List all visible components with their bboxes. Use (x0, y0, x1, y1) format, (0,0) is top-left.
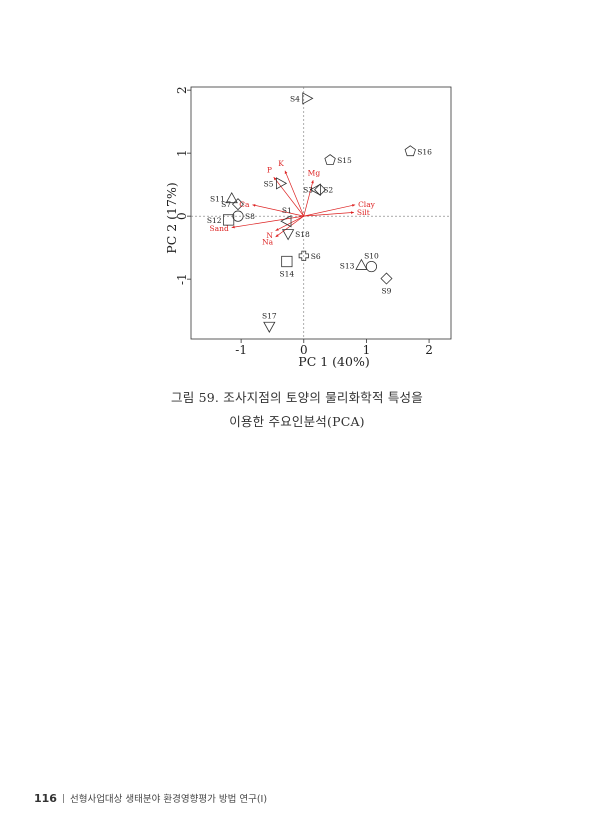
site-label: S18 (295, 230, 310, 239)
loading-vector (273, 176, 305, 217)
site-marker (231, 198, 245, 211)
site-label: S3 (303, 186, 313, 195)
vector-label: K (278, 159, 284, 168)
y-tick-label: 0 (175, 212, 189, 220)
site-marker (281, 255, 293, 268)
figure-caption-line-2: 이용한 주요인분석(PCA) (229, 414, 365, 429)
loading-vector (303, 212, 354, 217)
page-footer: 116 선형사업대상 생태분야 환경영향평가 방법 연구(Ⅰ) (34, 791, 267, 805)
site-marker (309, 183, 321, 196)
figure-caption-line-1: 그림 59. 조사지점의 토양의 물리화학적 특성을 (171, 390, 423, 405)
site-label: S11 (210, 195, 225, 204)
vector-label: Sand (210, 224, 229, 233)
loading-vector (275, 215, 304, 238)
site-marker (365, 260, 378, 273)
site-label: S7 (221, 200, 231, 209)
site-marker (280, 215, 292, 228)
vector-arrowhead (252, 204, 256, 207)
site-marker (225, 191, 238, 204)
loading-vector (284, 170, 305, 217)
site-marker (222, 214, 235, 226)
vector-arrowhead (231, 225, 235, 229)
site-marker (276, 177, 288, 190)
site-label: S10 (364, 252, 379, 261)
y-axis-label: PC 2 (17%) (164, 182, 179, 253)
x-axis-label: PC 1 (40%) (298, 354, 369, 369)
vector-arrowhead (275, 234, 279, 237)
site-marker (380, 272, 393, 285)
site-label: S13 (340, 261, 355, 270)
site-label: S12 (207, 216, 222, 225)
site-marker (281, 229, 295, 241)
x-tick-label: 2 (425, 343, 433, 357)
site-marker (302, 92, 314, 105)
x-tick-label: 1 (363, 343, 371, 357)
x-tick-label: 0 (300, 343, 308, 357)
plot-frame (190, 86, 452, 340)
site-label: S4 (290, 94, 300, 103)
x-tick-label: -1 (235, 343, 247, 357)
site-marker (324, 154, 336, 165)
vector-arrowhead (352, 204, 356, 207)
site-label: S1 (282, 206, 292, 215)
site-label: S5 (264, 179, 274, 188)
loading-vector (303, 204, 356, 217)
loading-vector (275, 215, 304, 231)
vector-label: Clay (358, 200, 376, 209)
site-label: S15 (337, 156, 352, 165)
site-label: S17 (262, 311, 277, 320)
loading-vector (252, 204, 304, 217)
y-tick-label: 1 (175, 149, 189, 157)
vector-arrowhead (273, 177, 277, 181)
vector-label: Na (262, 238, 274, 247)
vector-arrowhead (350, 211, 354, 214)
vector-label: P (267, 166, 272, 175)
site-label: S14 (280, 270, 295, 279)
footer-divider (62, 794, 64, 803)
y-tick-label: -1 (175, 273, 189, 285)
vector-label: Ca (239, 200, 250, 209)
vector-arrowhead (275, 228, 279, 231)
y-tick-label: 2 (175, 86, 189, 94)
vector-label: N (266, 231, 273, 240)
site-label: S9 (382, 287, 392, 296)
site-marker (355, 258, 368, 270)
loading-vector (303, 180, 314, 217)
loading-vector (231, 215, 304, 228)
site-marker (263, 321, 276, 333)
site-label: S16 (417, 147, 432, 156)
site-label: S2 (323, 186, 333, 195)
footer-title: 선형사업대상 생태분야 환경영향평가 방법 연구(Ⅰ) (69, 794, 268, 805)
site-label: S8 (245, 212, 255, 221)
site-marker (232, 210, 244, 222)
vector-arrowhead (311, 180, 314, 184)
site-marker (404, 145, 416, 157)
vector-label: Silt (357, 208, 370, 217)
vector-label: Mg (308, 168, 321, 177)
site-marker (298, 250, 309, 261)
site-label: S6 (311, 252, 321, 261)
page-number: 116 (34, 792, 57, 805)
vector-arrowhead (284, 170, 288, 174)
